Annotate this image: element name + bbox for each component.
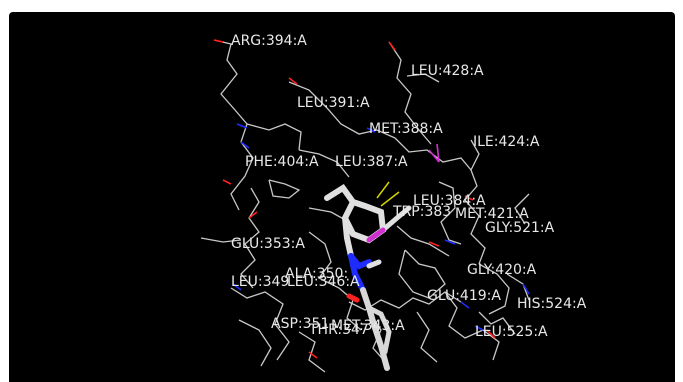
binding-site-render: ARG:394:A LEU:428:A LEU:391:A MET:388:A … [200, 33, 587, 373]
residue-labels: ARG:394:A LEU:428:A LEU:391:A MET:388:A … [231, 33, 587, 340]
residue-label-leu349: LEU:349 [231, 274, 289, 290]
ligand-sticks [324, 183, 412, 371]
residue-label-phe404: PHE:404:A [245, 154, 319, 170]
residue-label-met388: MET:388:A [369, 121, 443, 137]
residue-label-thr347: THR:347 [308, 322, 369, 338]
residue-label-ala350: ALA:350: [285, 266, 348, 282]
residue-label-arg394: ARG:394:A [231, 33, 307, 49]
residue-label-leu391: LEU:391:A [297, 95, 370, 111]
residue-label-leu384: LEU:384:A [413, 193, 486, 209]
residue-label-met421: MET:421:A [455, 206, 529, 222]
residue-label-asp351: ASP:351 [271, 316, 329, 332]
residue-label-glu353: GLU:353:A [231, 236, 305, 252]
residue-label-leu387: LEU:387:A [335, 154, 408, 170]
residue-label-leu346: LEU:346:A [287, 274, 360, 290]
heteroatom-accents [213, 39, 530, 359]
residue-label-gly420: GLY:420:A [467, 262, 537, 278]
residue-label-ile424: ILE:424:A [473, 134, 540, 150]
residue-label-trp383: TRP:383 [392, 204, 451, 220]
residue-bonds [200, 39, 530, 373]
residue-label-met343: MET:343:A [331, 318, 405, 334]
molecular-viewer: ARG:394:A LEU:428:A LEU:391:A MET:388:A … [9, 12, 675, 382]
residue-label-glu419: GLU:419:A [427, 288, 501, 304]
residue-label-leu525: LEU:525:A [475, 324, 548, 340]
residue-label-his524: HIS:524:A [517, 296, 587, 312]
residue-label-gly521: GLY:521:A [485, 220, 555, 236]
residue-label-leu428: LEU:428:A [411, 63, 484, 79]
